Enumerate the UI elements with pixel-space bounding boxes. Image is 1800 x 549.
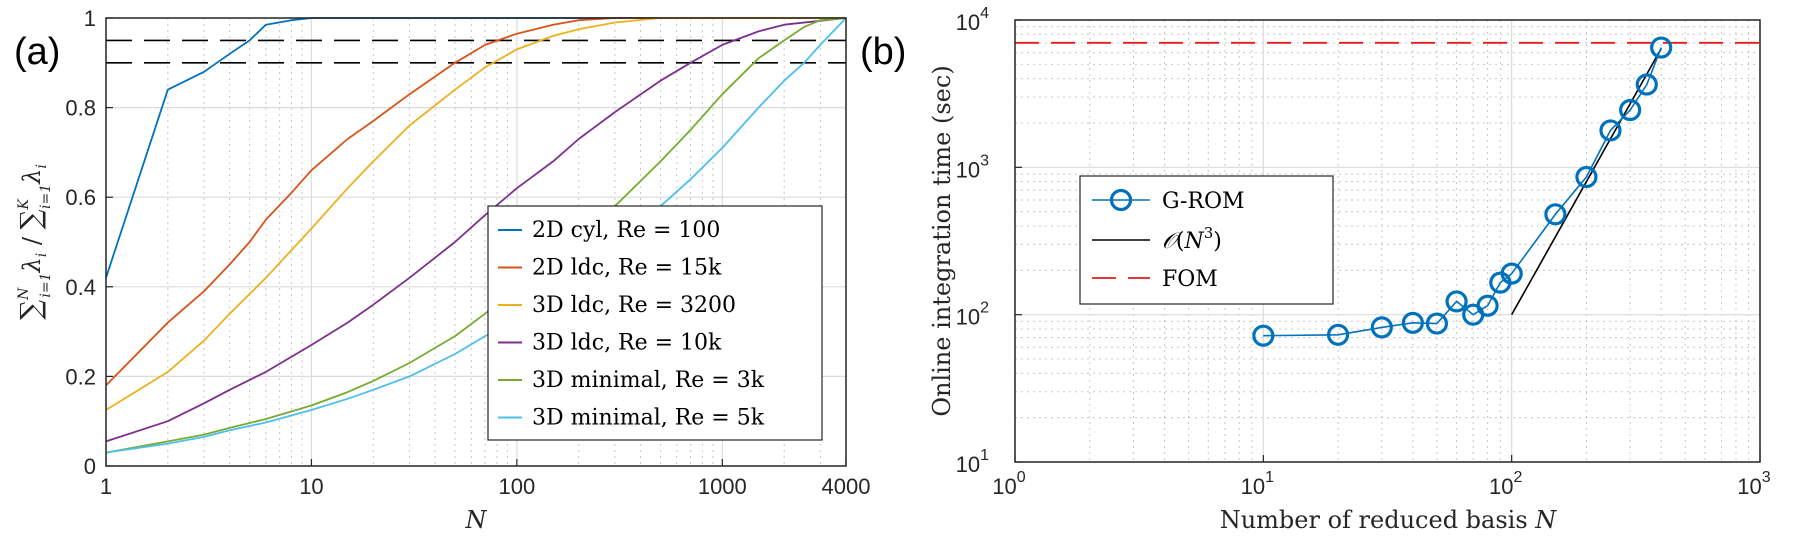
y-tick-label: 0.8 — [65, 96, 96, 121]
panel-b-ylabel: Online integration time (sec) — [928, 65, 956, 416]
legend-label-scaling: 𝒪(N3) — [1162, 224, 1222, 254]
scaling-line — [1510, 48, 1662, 316]
ylabel-sub-2: i=1 — [38, 184, 54, 209]
y-tick-label: 0.6 — [65, 185, 96, 210]
legend-label: 3D ldc, Re = 10k — [532, 331, 722, 356]
y-tick-label: 0 — [84, 454, 96, 479]
series-line-4 — [105, 17, 847, 443]
panel-b-xlabel-variable: N — [1534, 506, 1557, 534]
ylabel-sub-1: i=1 — [38, 272, 54, 297]
x-tick-label: 100 — [499, 474, 536, 499]
grom-line — [1263, 47, 1662, 337]
grom-marker — [1544, 203, 1567, 226]
ylabel-sub-i-2: i — [34, 164, 50, 168]
grom-marker — [1650, 36, 1673, 59]
panel-a-tick-labels: 1 10 100 1000 4000 0 0.2 0.4 0.6 0.8 1 — [65, 6, 870, 499]
x-tick-label: 100 — [992, 469, 1025, 499]
y-tick-label: 104 — [956, 5, 989, 35]
panel-b-axes-box — [1014, 19, 1761, 463]
panel-b-xlabel-text: Number of reduced basis — [1220, 506, 1536, 534]
grom-marker — [1370, 316, 1393, 339]
ylabel-sup-n: N — [16, 287, 32, 301]
x-tick-label: 10 — [299, 474, 323, 499]
grom-marker — [1635, 73, 1658, 96]
ylabel-lambda-1: λ — [18, 257, 46, 273]
grom-marker — [1599, 119, 1622, 142]
legend-label: 3D ldc, Re = 3200 — [532, 293, 736, 318]
series-line-3 — [105, 17, 846, 411]
ylabel-sum-1: ∑ — [14, 300, 47, 320]
panel-a-ticks — [105, 17, 847, 467]
legend-label: 2D ldc, Re = 15k — [532, 256, 722, 281]
legend-label-fom: FOM — [1162, 267, 1218, 292]
ylabel-sup-k: K — [16, 197, 32, 210]
panel-a-legend: 2D cyl, Re = 100 2D ldc, Re = 15k 3D ldc, … — [487, 205, 823, 441]
ylabel-sub-i-1: i — [34, 253, 50, 257]
panel-a-legend-items: 2D cyl, Re = 100 2D ldc, Re = 15k 3D ldc, … — [498, 218, 765, 431]
grom-marker — [1252, 324, 1275, 347]
panel-a-reference-lines — [106, 39, 846, 64]
panel-a-xlabel: N — [465, 506, 488, 534]
ylabel-slash: / — [18, 229, 46, 252]
legend-label: 3D minimal, Re = 3k — [532, 368, 765, 393]
legend-label: 3D minimal, Re = 5k — [532, 406, 765, 431]
series-line-2 — [105, 17, 846, 387]
y-tick-label: 0.4 — [65, 275, 96, 300]
panel-b-label: (b) — [860, 31, 906, 73]
legend-label-grom: G-ROM — [1162, 189, 1245, 214]
panel-b-xlabel: Number of reduced basis N — [1220, 506, 1558, 534]
grom-marker — [1326, 323, 1350, 346]
grom-marker — [1575, 165, 1598, 189]
y-tick-label: 103 — [956, 152, 989, 182]
x-tick-label: 4000 — [822, 474, 871, 499]
grom-marker — [1445, 290, 1468, 313]
panel-b-legend: G-ROM 𝒪(N3) FOM — [1079, 175, 1334, 305]
ylabel-sum-2: ∑ — [14, 209, 47, 229]
panel-a-label: (a) — [14, 31, 60, 73]
x-tick-label: 101 — [1241, 469, 1274, 499]
panel-b-ticks — [1014, 19, 1761, 463]
panel-a-legend-box — [487, 205, 823, 441]
grom-marker — [1500, 262, 1523, 285]
x-tick-label: 102 — [1489, 469, 1522, 499]
ylabel-lambda-2: λ — [18, 169, 46, 185]
y-tick-label: 102 — [956, 300, 989, 330]
grom-marker — [1476, 294, 1499, 317]
legend-marker-grom — [1109, 188, 1133, 212]
grom-marker — [1425, 312, 1449, 335]
panel-b-legend-items: G-ROM 𝒪(N3) FOM — [1092, 188, 1245, 292]
x-tick-label: 103 — [1737, 469, 1770, 499]
grom-marker — [1619, 98, 1642, 122]
panel-a-axes-box — [105, 17, 847, 467]
y-tick-label: 0.2 — [65, 364, 96, 389]
legend-label: 2D cyl, Re = 100 — [532, 218, 720, 243]
panel-a-ylabel: ∑N i=1λi / ∑K i=1λi — [14, 164, 54, 320]
grom-marker — [1401, 311, 1424, 334]
y-tick-label: 1 — [84, 6, 96, 31]
x-tick-label: 1000 — [698, 474, 747, 499]
x-tick-label: 1 — [100, 474, 112, 499]
panel-b-series — [1015, 36, 1760, 347]
y-tick-label: 101 — [956, 447, 989, 477]
